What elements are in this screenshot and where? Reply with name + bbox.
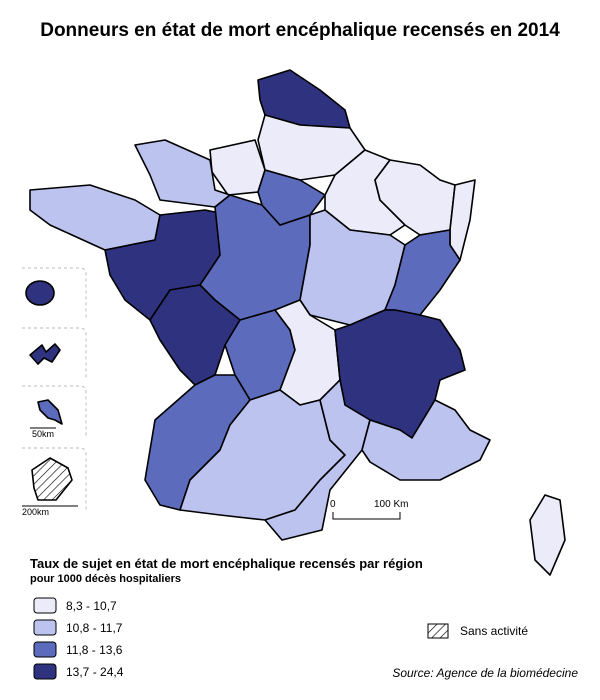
legend-label: 8,3 - 10,7: [66, 599, 117, 613]
scale-label: 0: [330, 499, 336, 510]
legend-label: Sans activité: [460, 624, 528, 638]
inset-region: [29, 343, 61, 365]
legend: 8,3 - 10,7 10,8 - 11,7 11,8 - 13,6 13,7 - 2…: [33, 597, 124, 680]
inset-region: [25, 280, 55, 306]
inset-scale-label: 200km: [22, 507, 49, 517]
title: Donneurs en état de mort encéphalique re…: [40, 20, 560, 41]
region: [529, 494, 566, 576]
region: [257, 169, 326, 226]
region: [361, 399, 491, 481]
region: [29, 184, 161, 251]
inset-region: [31, 457, 73, 501]
legend-title: Taux de sujet en état de mort encéphaliq…: [30, 556, 423, 571]
region: [384, 229, 461, 316]
scale-label: 100 Km: [374, 499, 408, 510]
legend-swatch: [427, 623, 449, 639]
legend-subtitle: pour 1000 décès hospitaliers: [30, 573, 181, 585]
legend-swatch: [33, 597, 57, 614]
inset-region: [37, 399, 63, 425]
legend-swatch: [33, 641, 57, 658]
insets: [22, 267, 87, 512]
region: [209, 139, 266, 196]
map: [29, 69, 566, 576]
legend-label: 13,7 - 24,4: [66, 665, 124, 679]
scale-bar: 0 100 Km: [330, 499, 408, 520]
region: [449, 179, 476, 261]
source: Source: Agence de la biomédecine: [392, 666, 578, 680]
region: [264, 379, 371, 541]
legend-swatch: [33, 663, 57, 680]
legend-label: 10,8 - 11,7: [66, 621, 123, 635]
legend-swatch: [33, 619, 57, 636]
legend-label: 11,8 - 13,6: [66, 643, 123, 657]
inset-scale-label: 50km: [32, 429, 54, 439]
